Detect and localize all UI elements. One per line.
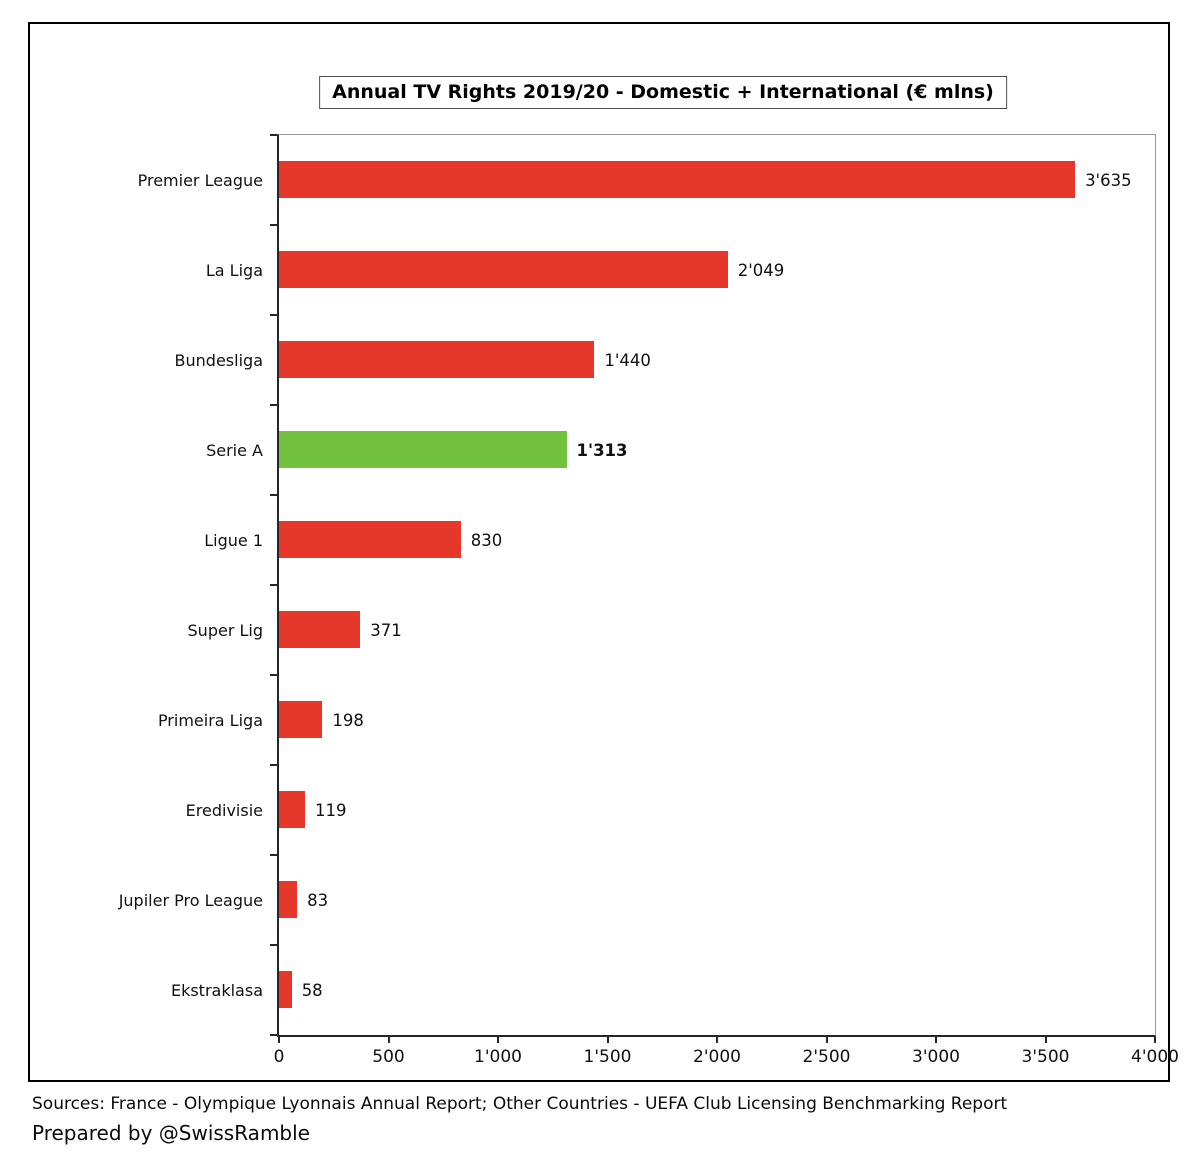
bar-row: Jupiler Pro League 83 [119,855,1155,945]
x-axis-tick-label: 2'500 [802,1047,851,1067]
x-axis-tick [497,1037,499,1043]
value-label: 1'440 [604,350,651,370]
chart-border-frame: Annual TV Rights 2019/20 - Domestic + In… [28,22,1179,1082]
x-axis-tick-label: 1'500 [583,1047,632,1067]
category-label: Primeira Liga [157,710,263,730]
plot-area: Premier League 3'635 La Liga 2'049 Bundeslig… [119,134,1179,1067]
x-axis-tick-label: 1'000 [474,1047,522,1067]
x-axis-tick-label: 4'000 [1131,1047,1179,1067]
value-label: 2'049 [737,260,785,280]
category-label: Eredivisie [185,800,263,820]
x-axis-tick [606,1037,609,1043]
bar-row: Primeira Liga 198 [158,675,1155,765]
x-axis-tick [716,1037,718,1043]
y-axis-tick [270,314,277,316]
y-axis-tick [270,854,277,856]
x-axis-tick-label: 3'500 [1021,1047,1070,1067]
y-axis-tick [270,764,277,766]
x-axis-tick [1154,1037,1156,1043]
bar [279,341,595,378]
x-axis-tick-label: 500 [372,1047,405,1067]
x-axis-tick [825,1037,828,1043]
x-axis-tick-label: 0 [273,1047,285,1067]
bar-row: Eredivisie 119 [186,765,1155,855]
y-axis-tick [270,944,277,946]
bar-row: Ekstraklasa 58 [171,945,1155,1035]
value-label: 3'635 [1085,170,1132,190]
category-label: Super Lig [187,620,263,640]
bar-row: Premier League 3'635 [138,135,1155,225]
value-label: 371 [370,620,402,640]
value-label: 83 [307,890,329,910]
x-axis-tick-label: 2'000 [693,1047,741,1067]
y-axis-tick [270,134,277,136]
value-label: 119 [315,800,347,820]
bar [279,611,361,648]
value-label: 198 [332,710,364,730]
bar-row: La Liga 2'049 [206,225,1155,315]
chart-title: Annual TV Rights 2019/20 - Domestic + In… [319,76,1007,109]
y-axis-tick [270,224,277,226]
bar-row: Bundesliga 1'440 [175,315,1155,405]
bar [279,971,292,1008]
y-axis-tick [270,494,277,496]
value-label: 830 [470,530,503,550]
bar [279,791,306,828]
y-axis-tick [270,1034,277,1036]
bar [279,251,728,288]
bar-row: Serie A 1'313 [206,405,1155,495]
x-axis-tick [387,1037,390,1043]
value-label: 1'313 [576,440,628,460]
category-label: La Liga [205,260,263,280]
category-label: Ligue 1 [204,530,263,550]
category-label: Premier League [137,170,263,190]
prepared-by-note: Prepared by @SwissRamble [32,1121,310,1145]
bar [279,701,323,738]
bar-highlighted [279,431,567,468]
x-axis-tick [935,1037,937,1043]
y-axis-tick [270,584,277,586]
y-axis-tick [270,404,277,406]
bar [279,161,1076,198]
category-label: Jupiler Pro League [118,890,263,910]
y-axis-tick [270,674,277,676]
sources-note: Sources: France - Olympique Lyonnais Ann… [32,1094,1008,1114]
x-axis-tick-label: 3'000 [912,1047,960,1067]
bar-row: Ligue 1 830 [204,495,1155,585]
x-axis-tick [278,1037,280,1043]
category-label: Bundesliga [174,350,263,370]
bar-rows: Premier League 3'635 La Liga 2'049 Bundeslig… [119,135,1155,1035]
value-label: 58 [301,980,323,1000]
category-label: Ekstraklasa [170,980,263,1000]
x-axis-tick [1044,1037,1047,1043]
bar [279,881,298,918]
bar-row: Super Lig 371 [188,585,1155,675]
category-label: Serie A [206,440,263,460]
bar [279,521,461,558]
